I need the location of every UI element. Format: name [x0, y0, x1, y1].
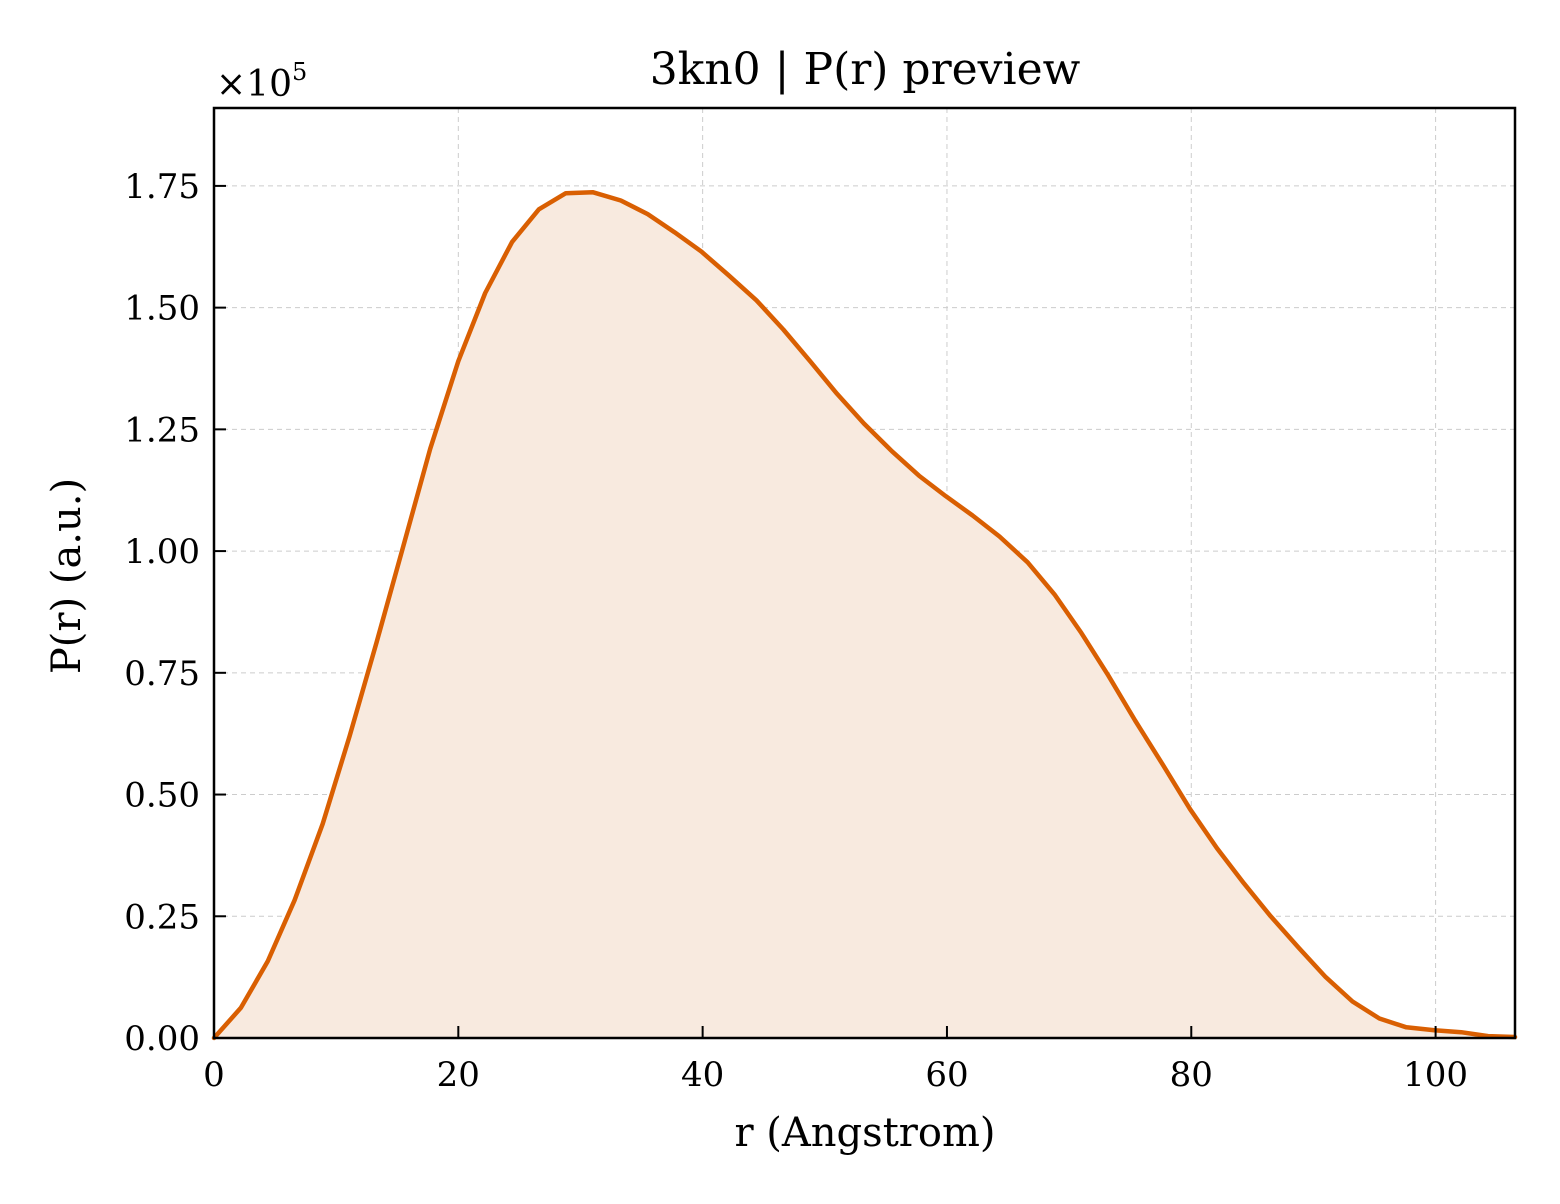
y-tick-label: 1.25 [124, 410, 200, 450]
x-tick-label: 60 [925, 1055, 968, 1095]
series-area-fill [214, 192, 1515, 1038]
x-tick-label: 80 [1170, 1055, 1213, 1095]
x-tick-label: 0 [203, 1055, 225, 1095]
x-tick-label: 20 [437, 1055, 480, 1095]
x-tick-label: 100 [1403, 1055, 1468, 1095]
series-line [211, 189, 1518, 1041]
x-tick-label: 40 [681, 1055, 724, 1095]
line-layer [211, 189, 1518, 1041]
y-tick-label: 1.75 [124, 167, 200, 207]
y-axis-multiplier-base: ×10 [216, 64, 292, 105]
y-tick-label: 0.50 [124, 776, 200, 816]
y-axis-multiplier: ×105 [216, 58, 307, 105]
y-tick-label: 1.00 [124, 532, 200, 572]
y-axis-label: P(r) (a.u.) [44, 478, 90, 674]
plot-frame [212, 106, 1517, 1040]
y-tick-label: 1.50 [124, 289, 200, 329]
chart-title: 3kn0 | P(r) preview [650, 44, 1081, 95]
area-layer [214, 192, 1515, 1038]
y-tick-label: 0.75 [124, 654, 200, 694]
y-tick-label: 0.00 [124, 1019, 200, 1059]
tick-layer: 0 20 40 60 80 100 0.00 0.25 0.50 0.75 1.00 1.25 1.50… [124, 167, 1468, 1095]
y-tick-label: 0.25 [124, 897, 200, 937]
y-axis-multiplier-exponent: 5 [292, 58, 307, 86]
x-axis-label: r (Angstrom) [734, 1110, 995, 1156]
